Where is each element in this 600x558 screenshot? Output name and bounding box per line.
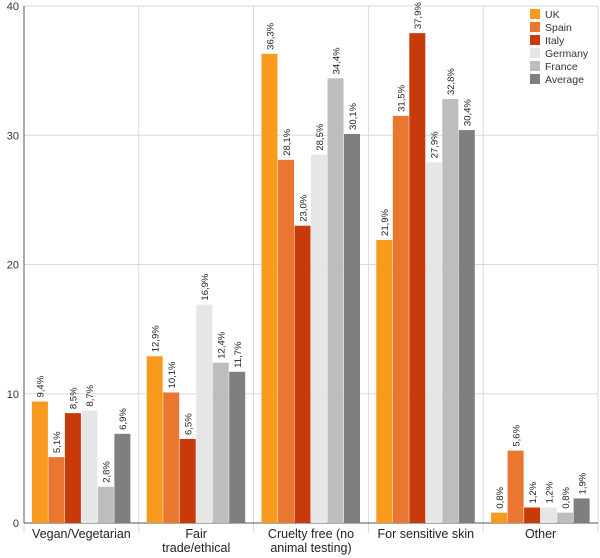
- x-tick-label: Vegan/Vegetarian: [32, 527, 131, 541]
- bar-germany-0: [81, 410, 98, 523]
- y-tick-label: 30: [7, 130, 19, 142]
- bar-average-1: [229, 371, 246, 523]
- bar-average-2: [344, 133, 360, 523]
- data-label: 6,9%: [118, 408, 129, 430]
- bar-germany-1: [196, 304, 213, 523]
- data-label: 12,4%: [216, 331, 227, 358]
- bar-spain-4: [507, 450, 524, 523]
- data-label: 5,1%: [52, 431, 63, 453]
- bar-uk-4: [491, 512, 508, 523]
- bar-average-0: [114, 433, 131, 523]
- data-label: 1,9%: [577, 472, 588, 494]
- data-label: 1,2%: [544, 481, 555, 503]
- bar-germany-4: [540, 507, 557, 523]
- bar-italy-1: [179, 438, 196, 523]
- legend-label-spain: Spain: [545, 22, 572, 34]
- data-label: 16,9%: [200, 273, 211, 300]
- x-tick-label: trade/ethical: [162, 541, 230, 555]
- bar-spain-2: [278, 159, 294, 523]
- data-label: 30,1%: [348, 102, 359, 129]
- bar-uk-2: [261, 53, 278, 523]
- bar-france-1: [212, 362, 229, 523]
- data-label: 30,4%: [463, 99, 474, 126]
- y-tick-label: 40: [7, 1, 19, 13]
- bar-uk-1: [146, 356, 163, 523]
- legend-label-germany: Germany: [545, 48, 589, 60]
- data-label: 11,7%: [233, 341, 244, 368]
- bar-france-4: [557, 512, 574, 523]
- data-label: 23,0%: [298, 194, 309, 221]
- legend-swatch-average: [530, 74, 540, 84]
- data-label: 8,5%: [69, 387, 80, 409]
- bar-france-3: [442, 99, 459, 523]
- data-label: 12,9%: [150, 325, 161, 352]
- data-label: 1,2%: [528, 481, 539, 503]
- bar-spain-0: [48, 457, 65, 523]
- x-tick-label: Fair: [185, 527, 207, 541]
- data-label: 8,7%: [85, 384, 96, 406]
- legend-swatch-spain: [530, 22, 540, 32]
- data-label: 28,1%: [282, 128, 293, 155]
- data-labels: 9,4% 12,9% 36,3% 21,9% 0,8% 5,1% 10,1% 28,1% 31,…: [36, 2, 589, 509]
- bar-spain-3: [392, 115, 409, 524]
- bar-italy-4: [524, 507, 541, 523]
- data-label: 0,8%: [561, 486, 572, 508]
- data-label: 9,4%: [36, 375, 47, 397]
- bar-average-4: [573, 498, 590, 523]
- legend-label-average: Average: [545, 74, 584, 86]
- data-label: 36,3%: [265, 22, 276, 49]
- bars: [31, 33, 590, 524]
- data-label: 0,8%: [495, 486, 506, 508]
- data-label: 6,5%: [183, 413, 194, 435]
- legend-label-uk: UK: [545, 9, 560, 21]
- data-label: 34,4%: [331, 47, 342, 74]
- x-tick-label: For sensitive skin: [378, 527, 475, 541]
- x-tick-label: Cruelty free (no: [268, 527, 354, 541]
- data-label: 2,8%: [102, 461, 113, 483]
- data-label: 21,9%: [380, 208, 391, 235]
- legend-swatch-uk: [530, 9, 540, 19]
- bar-france-2: [327, 78, 344, 523]
- data-label: 5,6%: [511, 424, 522, 446]
- bar-germany-2: [311, 154, 327, 523]
- data-label: 27,9%: [430, 131, 441, 158]
- bar-italy-0: [64, 413, 81, 523]
- bar-spain-1: [163, 392, 180, 523]
- x-tick-label: Other: [525, 527, 556, 541]
- y-tick-label: 10: [7, 389, 19, 401]
- data-label: 10,1%: [167, 361, 178, 388]
- y-tick-label: 20: [7, 260, 19, 272]
- data-label: 28,5%: [315, 123, 326, 150]
- legend-swatch-france: [530, 61, 540, 71]
- legend-swatch-italy: [530, 35, 540, 45]
- legend-swatch-germany: [530, 48, 540, 58]
- x-tick-label: animal testing): [270, 541, 351, 555]
- data-label: 37,9%: [413, 2, 424, 29]
- bar-italy-2: [294, 225, 311, 523]
- data-label: 32,8%: [446, 68, 457, 95]
- bar-average-3: [458, 130, 475, 523]
- bar-uk-0: [31, 401, 48, 523]
- bar-italy-3: [409, 33, 426, 524]
- y-tick-label: 0: [13, 518, 19, 530]
- legend-label-france: France: [545, 61, 578, 73]
- bar-france-0: [97, 486, 114, 523]
- bar-uk-3: [376, 239, 393, 523]
- bar-germany-3: [425, 162, 442, 523]
- legend-label-italy: Italy: [545, 35, 565, 47]
- data-label: 31,5%: [397, 84, 408, 111]
